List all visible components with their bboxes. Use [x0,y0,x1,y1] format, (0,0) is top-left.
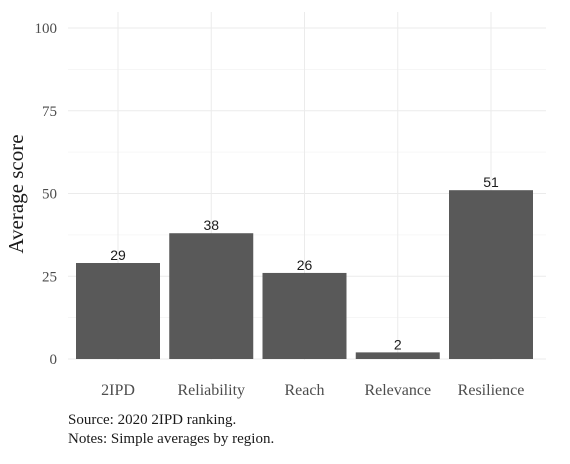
bar-relevance [355,352,440,359]
x-tick-label: Reliability [177,382,245,399]
y-axis-ticks: 0 25 50 75 100 [35,21,58,368]
bar-chart: 0 25 50 75 100 29 38 26 2 51 2IPD Reliability Reac… [4,12,546,399]
bars [76,190,533,359]
x-tick-label: Relevance [364,382,431,399]
bar-reach [262,272,347,359]
source-note: Source: 2020 2IPD ranking. [68,412,237,428]
data-label: 2 [394,336,402,352]
y-axis-label: Average score [4,134,28,253]
bar-reliability [169,233,254,359]
x-axis-ticks: 2IPD Reliability Reach Relevance Resilience [101,382,524,399]
data-label: 26 [297,257,313,273]
y-tick-label: 75 [42,104,57,120]
y-tick-label: 25 [42,269,57,285]
bar-resilience [449,190,533,359]
y-tick-label: 100 [35,21,58,37]
data-label: 29 [110,247,126,263]
x-tick-label: Reach [285,382,325,399]
data-labels: 29 38 26 2 51 [110,174,499,352]
y-tick-label: 0 [50,352,58,368]
x-tick-label: Resilience [458,382,525,399]
bar-2ipd [76,263,160,359]
y-tick-label: 50 [42,187,57,203]
x-tick-label: 2IPD [101,382,135,399]
data-label: 38 [203,217,219,233]
data-label: 51 [483,174,499,190]
notes-text: Notes: Simple averages by region. [68,431,275,447]
